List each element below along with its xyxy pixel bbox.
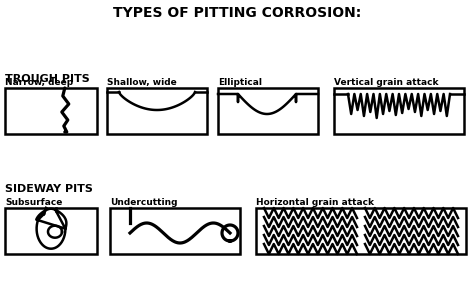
Text: Shallow, wide: Shallow, wide (107, 78, 177, 87)
Text: TYPES OF PITTING CORROSION:: TYPES OF PITTING CORROSION: (113, 6, 361, 20)
Text: Subsurface: Subsurface (5, 198, 63, 207)
Bar (107, 88, 207, 134)
Bar (218, 88, 318, 134)
Bar (110, 208, 240, 254)
Text: Vertical grain attack: Vertical grain attack (334, 78, 438, 87)
Bar (5, 208, 97, 254)
Bar (256, 208, 466, 254)
Text: Elliptical: Elliptical (218, 78, 262, 87)
Bar (5, 88, 97, 134)
Text: Horizontal grain attack: Horizontal grain attack (256, 198, 374, 207)
Bar (334, 88, 464, 134)
Text: Narrow, deep: Narrow, deep (5, 78, 73, 87)
Text: Undercutting: Undercutting (110, 198, 177, 207)
Text: TROUGH PITS: TROUGH PITS (5, 74, 90, 84)
Text: SIDEWAY PITS: SIDEWAY PITS (5, 184, 93, 194)
